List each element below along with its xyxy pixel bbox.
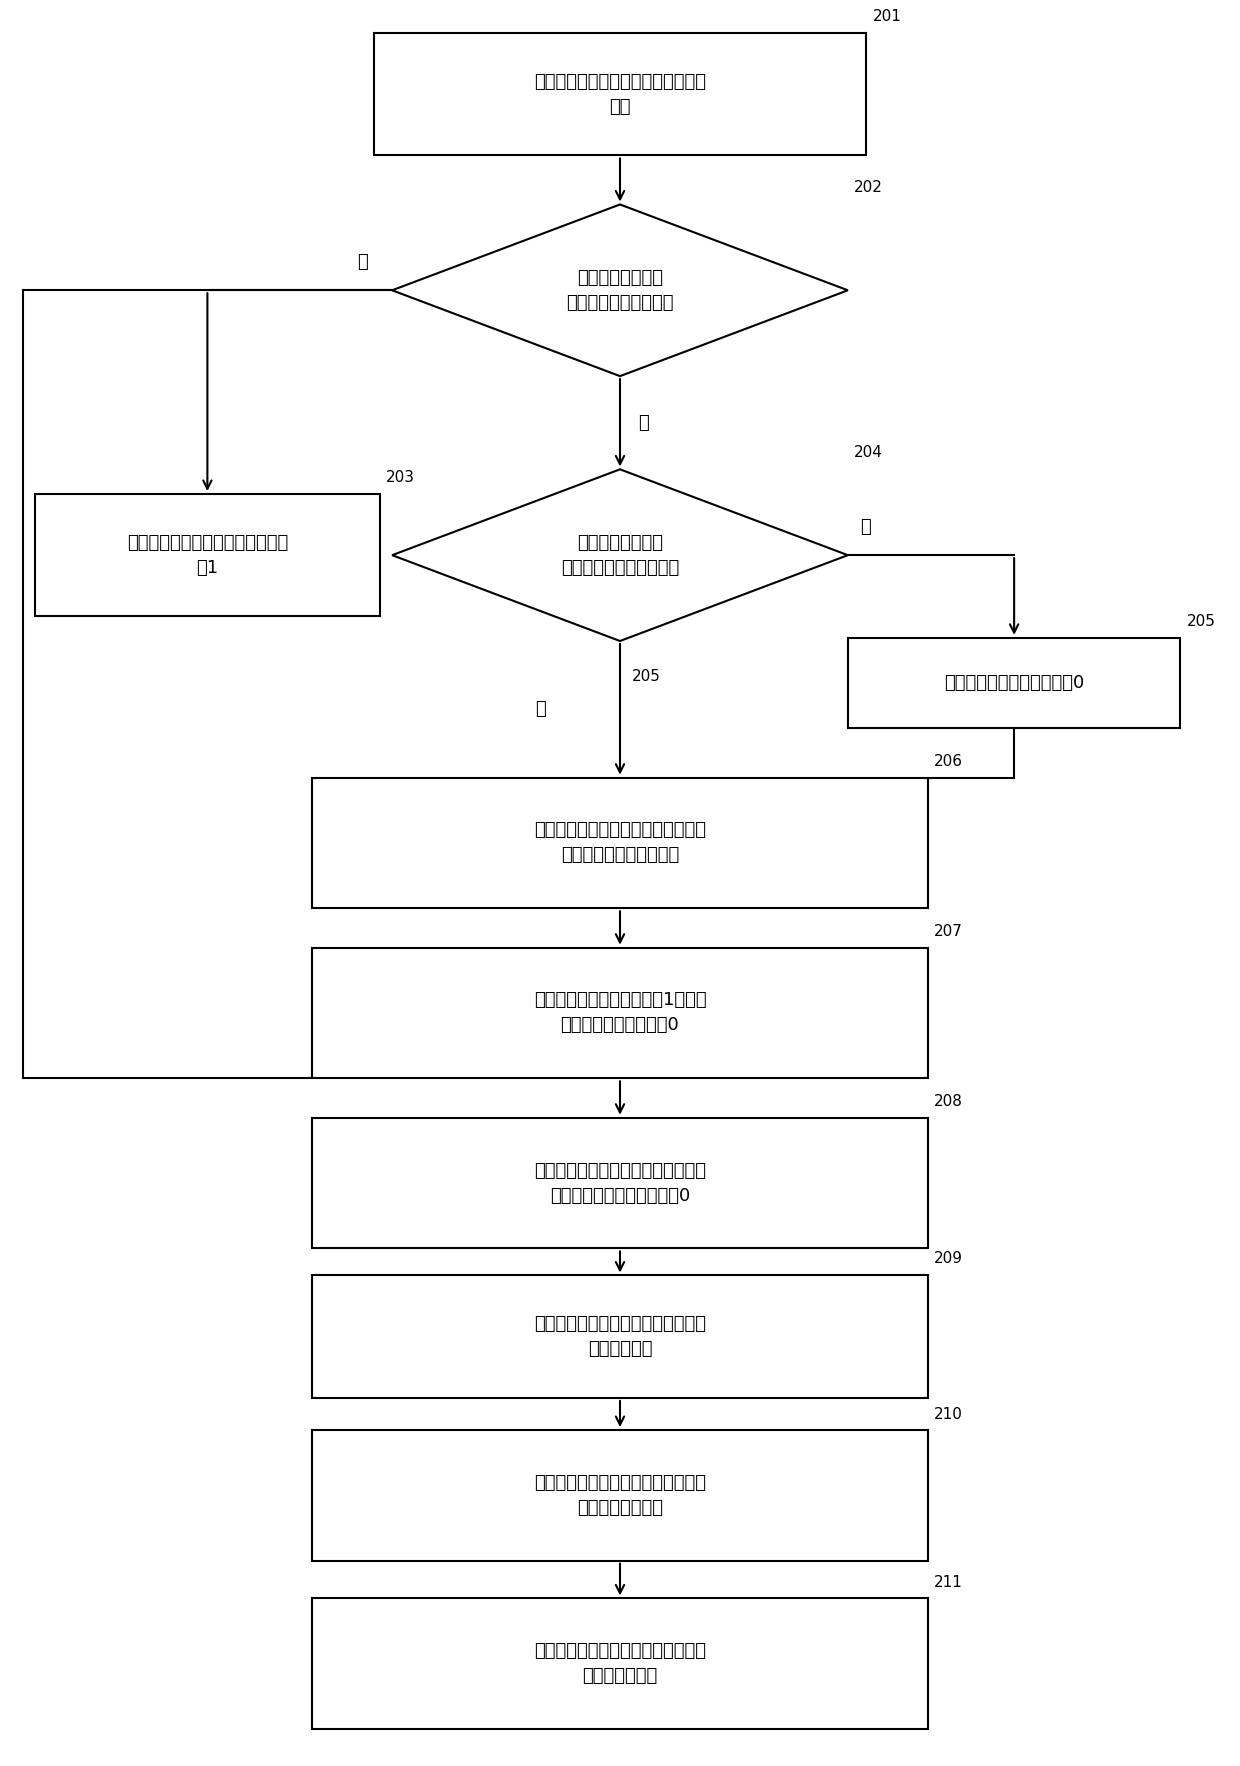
Text: 202: 202 [854, 180, 883, 196]
Text: 是: 是 [861, 517, 870, 535]
Text: 将第一区域内的像素标记为1，将第
二区域内的像素标记为0: 将第一区域内的像素标记为1，将第 二区域内的像素标记为0 [533, 991, 707, 1035]
Text: 209: 209 [934, 1252, 963, 1266]
Text: 206: 206 [934, 754, 963, 770]
Text: 201: 201 [873, 9, 901, 23]
FancyBboxPatch shape [312, 1430, 928, 1561]
Text: 将当前滑动窗口区域内的像素标记
为1: 将当前滑动窗口区域内的像素标记 为1 [126, 533, 288, 577]
FancyBboxPatch shape [373, 34, 867, 155]
Text: 否: 否 [639, 413, 650, 431]
FancyBboxPatch shape [848, 638, 1180, 728]
FancyBboxPatch shape [312, 948, 928, 1079]
Text: 207: 207 [934, 924, 963, 940]
Text: 根据各个像素的标记将超声波图像转
换为二值图像: 根据各个像素的标记将超声波图像转 换为二值图像 [534, 1316, 706, 1358]
Text: 对当前滑动窗口区域进行图像分割，
得到第一区域和第二区域: 对当前滑动窗口区域进行图像分割， 得到第一区域和第二区域 [534, 821, 706, 864]
Text: 根据去噪后的二值图像确定超声波图
像中的羊水暗区: 根据去噪后的二值图像确定超声波图 像中的羊水暗区 [534, 1642, 706, 1685]
Polygon shape [392, 205, 848, 376]
Text: 204: 204 [854, 445, 883, 461]
Text: 208: 208 [934, 1095, 963, 1109]
FancyBboxPatch shape [312, 777, 928, 908]
Text: 利用血流的多普勒信号确定彩色血流
对应的像素，并将其标记为0: 利用血流的多普勒信号确定彩色血流 对应的像素，并将其标记为0 [534, 1162, 706, 1204]
Text: 否: 否 [536, 701, 546, 719]
FancyBboxPatch shape [312, 1598, 928, 1729]
Text: 203: 203 [386, 470, 415, 486]
Text: 205: 205 [1187, 615, 1215, 629]
FancyBboxPatch shape [312, 1275, 928, 1399]
Text: 判断当前滑动窗口
区域是否属于羊水暗区: 判断当前滑动窗口 区域是否属于羊水暗区 [567, 268, 673, 313]
Text: 将当前滑动窗口区域标记为0: 将当前滑动窗口区域标记为0 [944, 673, 1084, 692]
Polygon shape [392, 470, 848, 641]
FancyBboxPatch shape [35, 494, 379, 616]
Text: 采用目标尺度的滑动窗口遍历超声波
图像: 采用目标尺度的滑动窗口遍历超声波 图像 [534, 72, 706, 115]
Text: 210: 210 [934, 1408, 963, 1422]
Text: 205: 205 [632, 669, 661, 683]
Text: 211: 211 [934, 1575, 963, 1589]
Text: 对二值图像进行噪声平滑处理，得到
去噪后的二值图像: 对二值图像进行噪声平滑处理，得到 去噪后的二值图像 [534, 1475, 706, 1517]
FancyBboxPatch shape [312, 1118, 928, 1249]
Text: 判断当前滑动窗口
区域是否属于非羊水暗区: 判断当前滑动窗口 区域是否属于非羊水暗区 [560, 533, 680, 577]
Text: 是: 是 [357, 253, 367, 270]
